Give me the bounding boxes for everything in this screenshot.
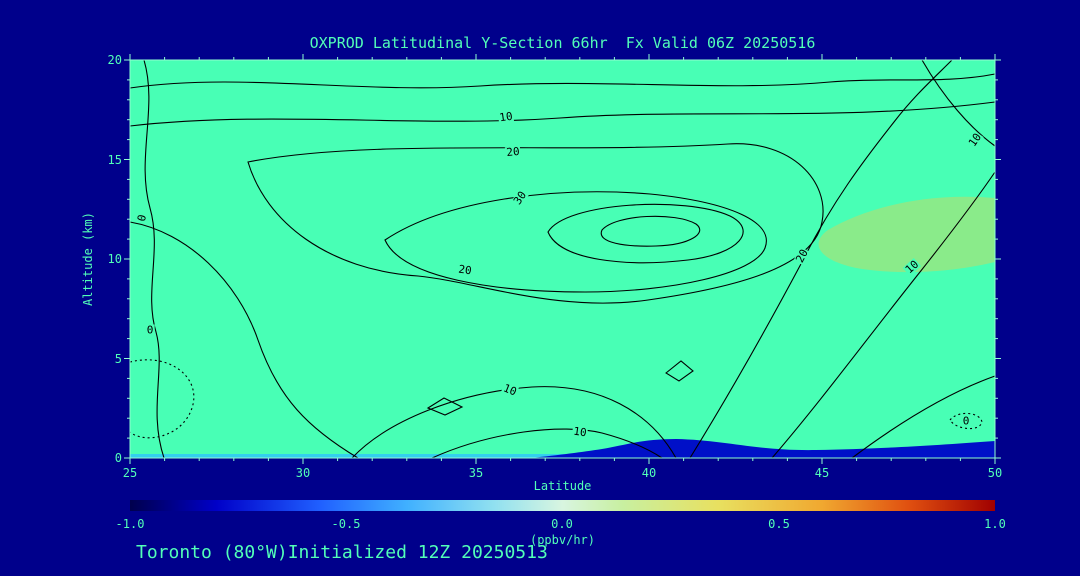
x-tick-label: 50	[987, 466, 1003, 480]
contour-label: 10	[497, 109, 515, 125]
colorbar-tick-label: -1.0	[115, 517, 145, 531]
positive-shade-patch	[818, 196, 995, 273]
contour-label: 0	[961, 414, 971, 428]
contour-lines	[129, 59, 996, 459]
y-tick-label: 0	[114, 451, 122, 465]
y-axis-label: Altitude (km)	[81, 212, 95, 306]
x-tick-label: 45	[814, 466, 830, 480]
y-tick-label: 10	[107, 252, 122, 266]
x-tick-label: 40	[641, 466, 657, 480]
colorbar-tick-label: 1.0	[984, 517, 1006, 531]
y-tick-label: 5	[114, 352, 122, 366]
contour-label: 10	[571, 424, 589, 440]
y-tick-label: 15	[107, 153, 122, 167]
x-tick-label: 30	[295, 466, 311, 480]
colorbar-tick-label: -0.5	[331, 517, 361, 531]
plot-frame	[129, 59, 996, 459]
plot-title: OXPROD Latitudinal Y-Section 66hr Fx Val…	[309, 34, 816, 52]
x-tick-label: 25	[122, 466, 138, 480]
colorbar-tick-label: 0.0	[551, 517, 573, 531]
contour-label: 20	[456, 262, 474, 278]
colorbar-units-label: (ppbv/hr)	[529, 533, 596, 547]
colorbar-tick-label: 0.5	[768, 517, 790, 531]
x-axis-label: Latitude	[533, 479, 592, 493]
contour-plot-svg	[124, 54, 1001, 464]
y-tick-label: 20	[107, 53, 122, 67]
colorbar	[130, 500, 995, 511]
contour-label: 0	[145, 323, 155, 337]
plot-area: 10 20 30 20 0 0 10 10 20 10 10 0	[124, 54, 1001, 464]
x-tick-label: 35	[468, 466, 484, 480]
footer-caption: Toronto (80°W)Initialized 12Z 20250513	[136, 542, 548, 563]
contour-label: 20	[504, 144, 522, 160]
surface-negative-band	[530, 439, 995, 458]
